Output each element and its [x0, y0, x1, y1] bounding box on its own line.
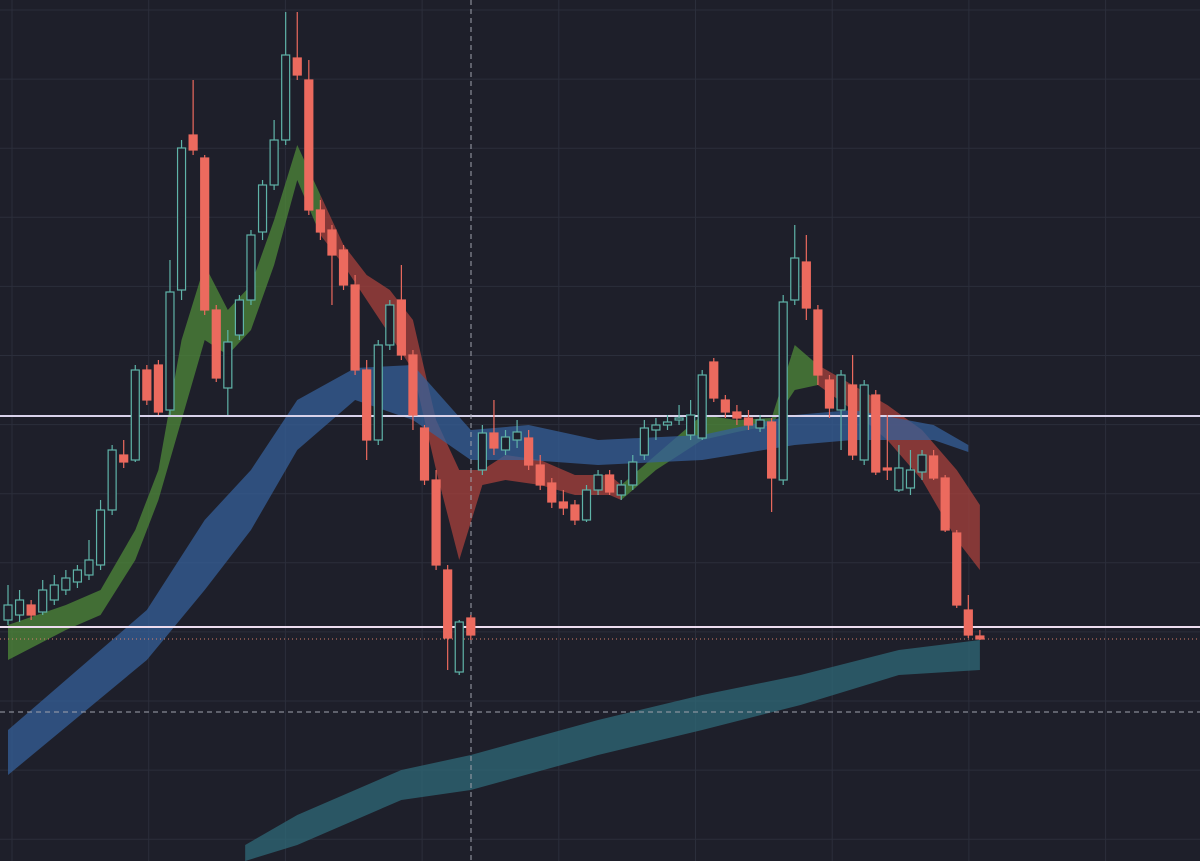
candle-body: [605, 474, 615, 493]
candle-body: [61, 577, 71, 591]
candle-body: [570, 504, 580, 521]
candle-body: [720, 399, 730, 413]
candle-body: [836, 374, 846, 411]
candle-body: [107, 449, 117, 511]
candle-body: [813, 309, 823, 376]
candle-body: [14, 599, 25, 616]
candle-body: [211, 309, 221, 379]
candle-body: [489, 432, 499, 449]
candle-body: [894, 467, 904, 491]
candle-body: [408, 354, 418, 416]
candle-body: [72, 569, 83, 583]
ma-band: [8, 365, 969, 775]
candle-body: [674, 417, 684, 421]
candle-body: [188, 134, 198, 151]
candle-body: [84, 559, 94, 576]
candle-body: [767, 421, 777, 479]
candle-body: [176, 147, 187, 291]
bands: [8, 145, 980, 861]
candle-body: [963, 609, 973, 636]
ma-band: [621, 345, 818, 500]
candle-body: [848, 384, 858, 456]
candle-body: [512, 431, 522, 441]
candle-body: [477, 432, 487, 471]
candle-body: [3, 604, 13, 621]
candle-body: [431, 479, 441, 566]
candle-body: [709, 361, 719, 399]
candle-body: [801, 261, 811, 309]
candle-body: [385, 304, 395, 346]
candle-body: [755, 419, 765, 429]
candle-body: [558, 501, 568, 509]
candle-body: [535, 464, 545, 486]
candle-body: [362, 369, 372, 441]
candle-body: [871, 394, 881, 473]
candle-body: [443, 569, 453, 639]
candle-body: [581, 489, 592, 521]
candle-body: [975, 635, 985, 640]
candle-body: [547, 482, 557, 503]
candle-body: [350, 284, 360, 371]
candle-body: [165, 291, 175, 411]
candle-body: [859, 384, 869, 461]
candle-body: [419, 427, 430, 481]
candle-body: [315, 209, 325, 233]
ma-band: [817, 365, 980, 570]
candle-body: [639, 427, 649, 456]
candle-body: [292, 57, 302, 76]
candle-body: [686, 414, 696, 436]
candle-body: [905, 469, 916, 489]
candle-body: [940, 477, 950, 531]
candle-body: [500, 436, 511, 451]
candle-body: [200, 157, 210, 311]
candle-body: [593, 474, 603, 491]
candle-body: [223, 341, 233, 389]
candle-body: [396, 299, 406, 356]
candle-body: [130, 369, 140, 461]
candle-body: [38, 589, 48, 613]
candle-body: [732, 411, 742, 419]
levels: [0, 415, 1200, 640]
candle-body: [454, 621, 464, 673]
candle-body: [95, 509, 106, 566]
ma-band: [8, 145, 321, 660]
candle-body: [26, 604, 36, 616]
candles: [3, 12, 985, 675]
candle-body: [928, 455, 939, 479]
candle-body: [281, 54, 291, 141]
candle-body: [697, 374, 707, 439]
candle-body: [119, 454, 129, 463]
candle-body: [524, 437, 534, 466]
candle-body: [778, 301, 788, 481]
candle-body: [628, 461, 638, 486]
candle-body: [790, 257, 800, 301]
candle-body: [882, 467, 892, 471]
candle-body: [153, 364, 164, 413]
candle-body: [466, 617, 476, 636]
candle-body: [651, 424, 661, 431]
candle-body: [743, 417, 754, 426]
candle-body: [917, 454, 927, 473]
candle-body: [49, 584, 59, 601]
candle-body: [304, 79, 314, 211]
candle-body: [338, 249, 349, 286]
candle-body: [616, 484, 626, 496]
candle-body: [246, 234, 256, 301]
ma-band: [320, 195, 622, 560]
candle-body: [234, 299, 244, 336]
candle-body: [327, 229, 337, 256]
candle-body: [824, 379, 835, 409]
ma-band: [245, 640, 980, 861]
candle-body: [142, 369, 152, 401]
candle-body: [952, 532, 962, 606]
candle-body: [269, 139, 279, 186]
candle-body: [373, 344, 383, 441]
candle-body: [662, 421, 673, 426]
candle-body: [257, 184, 268, 233]
